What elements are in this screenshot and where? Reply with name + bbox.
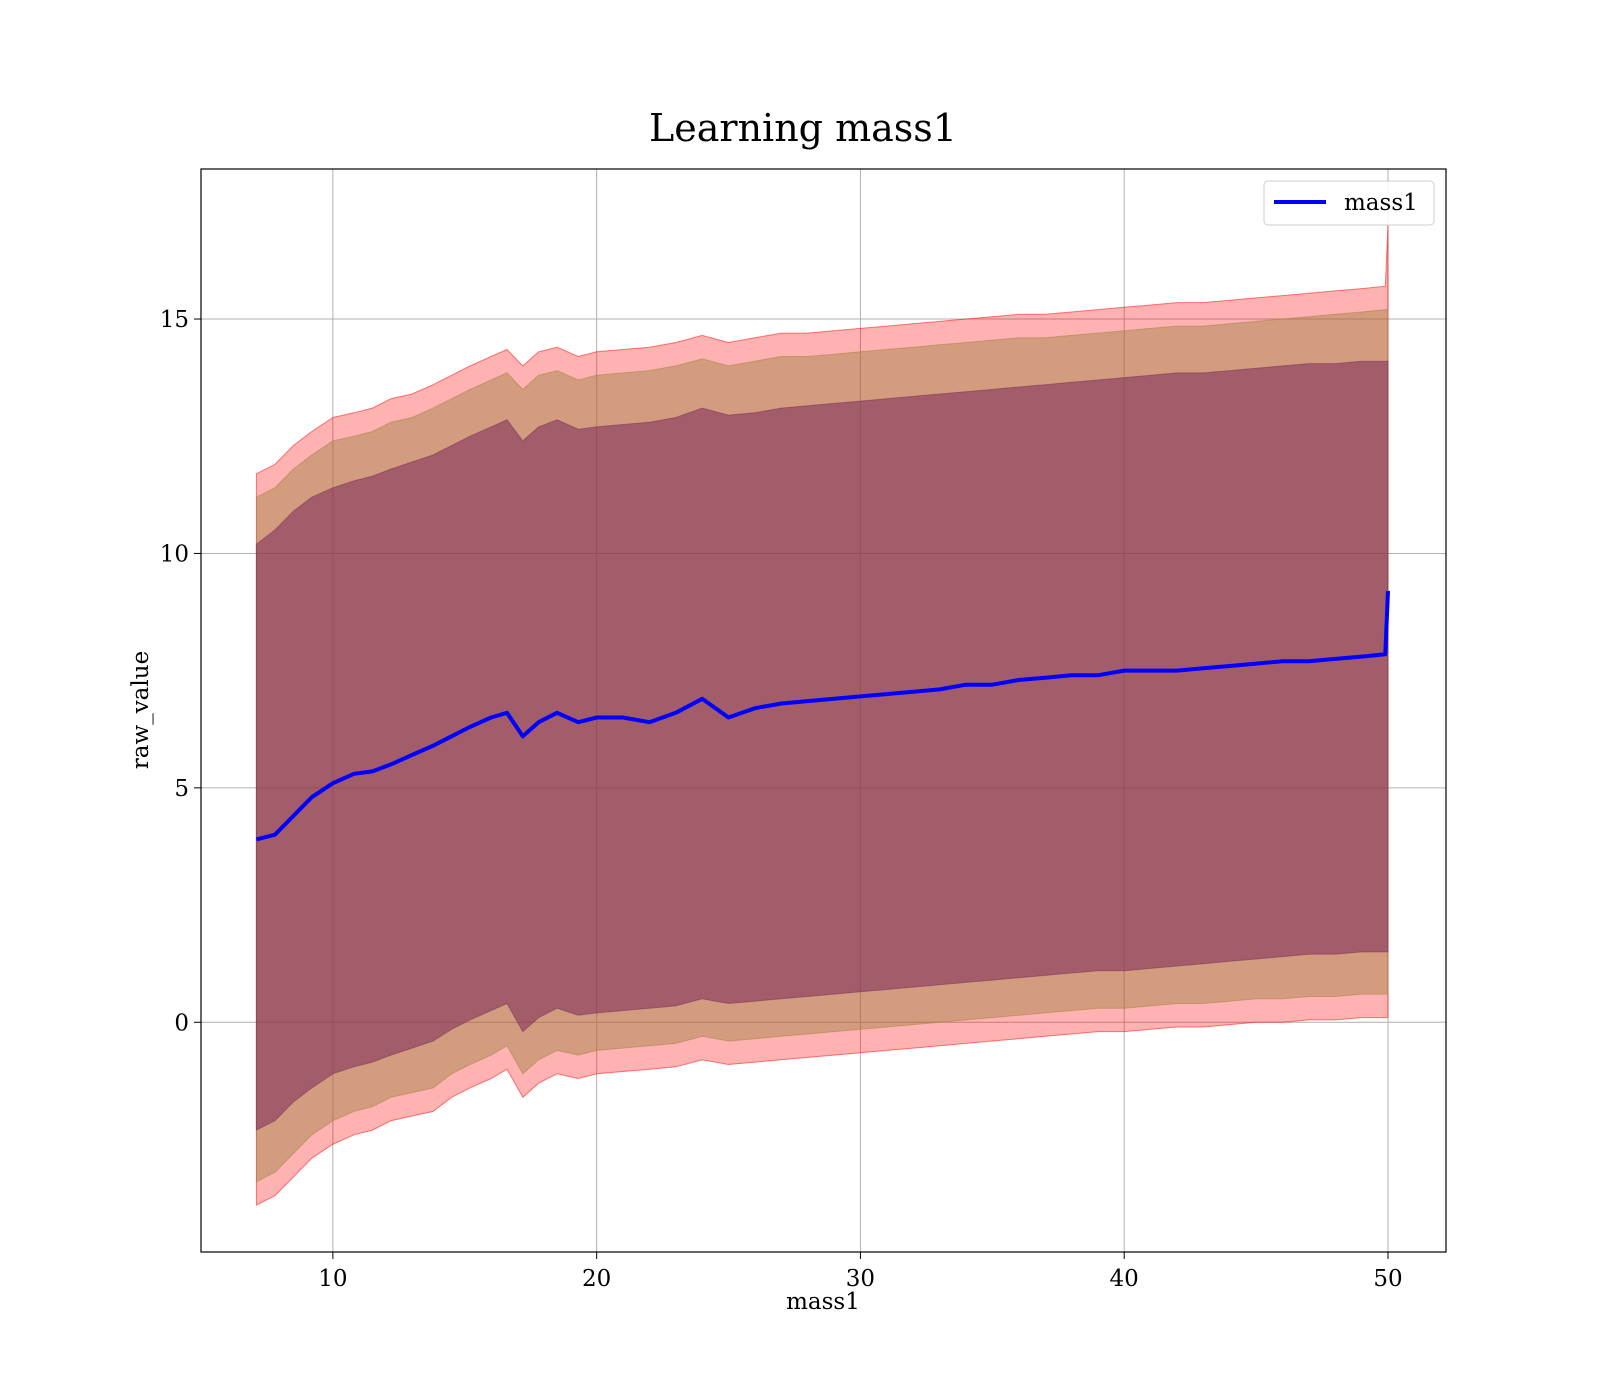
y-axis-label: raw_value <box>128 651 154 769</box>
axis-ticks: 10 20 30 40 50 0 5 10 15 <box>160 307 1403 1292</box>
y-tick-label-2: 10 <box>160 541 189 567</box>
legend-box <box>1263 180 1435 226</box>
y-tick-label-1: 5 <box>174 776 189 802</box>
x-tick-label-0: 10 <box>318 1266 347 1292</box>
x-tick-label-4: 50 <box>1373 1266 1402 1292</box>
chart-title: Learning mass1 <box>649 106 957 150</box>
y-tick-label-0: 0 <box>174 1010 189 1036</box>
x-axis-label: mass1 <box>786 1289 860 1315</box>
plot-frame <box>200 168 1447 1253</box>
x-tick-label-1: 20 <box>582 1266 611 1292</box>
x-tick-label-2: 30 <box>846 1266 875 1292</box>
legend: mass1 <box>1263 180 1435 226</box>
band-2 <box>255 360 1389 1131</box>
x-tick-label-3: 40 <box>1110 1266 1139 1292</box>
confidence-bands <box>255 225 1389 1206</box>
series-lines <box>255 590 1390 842</box>
series-line-mass1 <box>255 590 1390 842</box>
y-tick-label-3: 15 <box>160 307 189 333</box>
legend-label-mass1: mass1 <box>1344 190 1418 216</box>
